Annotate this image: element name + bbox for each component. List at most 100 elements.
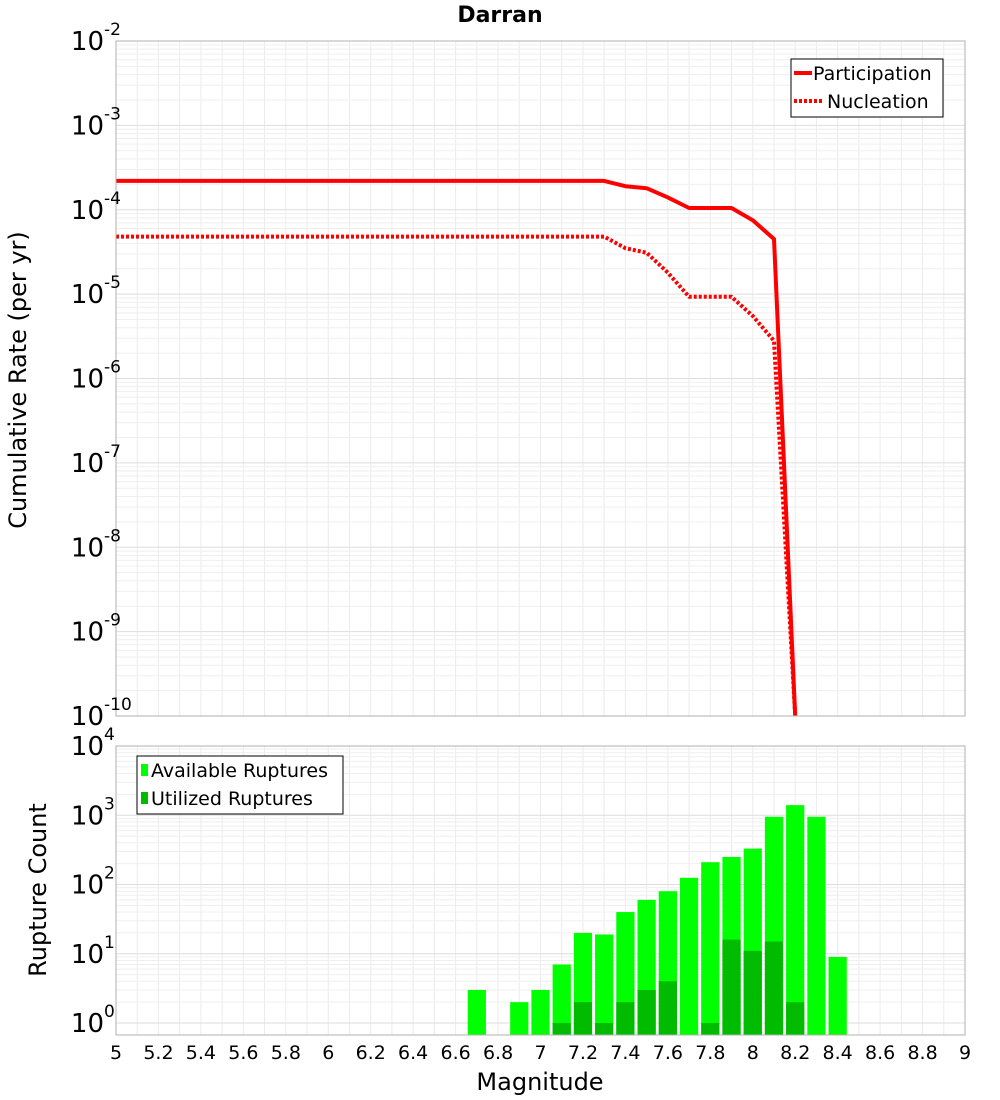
bar-available	[510, 1002, 529, 1035]
bar-utilized	[658, 981, 677, 1035]
x-tick-label: 6	[322, 1042, 334, 1064]
top-plot-border	[115, 40, 966, 717]
bottom-plot-border	[115, 745, 966, 1036]
legend-available-label: Available Ruptures	[151, 760, 328, 782]
top-y-axis-label: Cumulative Rate (per yr)	[4, 231, 32, 529]
x-tick-label: 7	[534, 1042, 546, 1064]
x-tick-label: 8.2	[780, 1042, 810, 1064]
y-tick-exponent: 2	[104, 864, 115, 884]
top-plot-gridlines	[115, 41, 966, 717]
x-tick-label: 7.2	[568, 1042, 598, 1064]
y-tick-base: 10	[71, 1009, 104, 1039]
top-legend-box	[790, 58, 944, 118]
bar-utilized	[786, 1002, 805, 1035]
bar-available	[531, 989, 550, 1035]
bar-utilized	[573, 1002, 593, 1035]
bar-available	[552, 964, 571, 1035]
bar-available	[786, 805, 805, 1035]
top-legend: Participation Nucleation	[790, 58, 944, 118]
x-axis-label: Magnitude	[476, 1068, 603, 1096]
series-line-nucleation	[116, 234, 798, 717]
y-tick-exponent: 0	[104, 1002, 115, 1022]
bar-available	[679, 877, 699, 1035]
top-y-tick-labels: 10-210-310-410-510-610-710-810-910-10	[71, 20, 132, 732]
y-tick-exponent: -2	[104, 20, 121, 40]
y-tick-exponent: -7	[104, 442, 121, 462]
x-tick-label: 8.4	[823, 1042, 853, 1064]
x-tick-label: 6.4	[398, 1042, 428, 1064]
y-tick-exponent: -4	[104, 189, 121, 209]
bar-utilized	[743, 950, 762, 1035]
x-tick-label: 9	[959, 1042, 971, 1064]
bar-available	[701, 862, 720, 1035]
chart-title: Darran	[457, 3, 542, 28]
top-y-tick: 10 -10	[71, 695, 132, 732]
y-tick-base: 10	[71, 618, 104, 648]
x-tick-label: 5.2	[143, 1042, 173, 1064]
top-y-tick: 10 -2	[71, 20, 121, 57]
legend-utilized-label: Utilized Ruptures	[151, 788, 313, 810]
y-tick-exponent: 1	[104, 933, 115, 953]
bottom-y-tick: 10 4	[71, 725, 115, 762]
x-tick-label: 8	[747, 1042, 759, 1064]
bottom-legend: Available Ruptures Utilized Ruptures	[136, 755, 344, 815]
legend-available-swatch	[141, 764, 148, 776]
y-tick-exponent: -8	[104, 526, 121, 546]
y-tick-base: 10	[71, 27, 104, 57]
bar-utilized	[637, 989, 656, 1035]
x-tick-label: 6.8	[483, 1042, 513, 1064]
y-tick-base: 10	[71, 365, 104, 395]
bar-utilized	[701, 1023, 720, 1035]
x-tick-label: 5	[110, 1042, 122, 1064]
y-tick-base: 10	[71, 801, 104, 831]
x-tick-label: 6.2	[356, 1042, 386, 1064]
cumulative-rate-lines	[116, 178, 798, 717]
top-y-tick: 10 -7	[71, 442, 121, 479]
y-tick-exponent: -9	[104, 611, 121, 631]
x-tick-label: 8.8	[907, 1042, 937, 1064]
x-tick-label: 5.4	[186, 1042, 216, 1064]
y-tick-exponent: 4	[104, 725, 115, 745]
bottom-y-tick: 10 2	[71, 864, 115, 901]
x-tick-label: 7.4	[610, 1042, 640, 1064]
rupture-count-bars	[467, 805, 847, 1035]
bottom-legend-box	[136, 755, 344, 815]
bar-available	[828, 956, 847, 1035]
x-tick-labels: 5 5.2 5.4 5.6 5.8 6 6.2 6.4 6.6 6.8 7 7.2 7.4 7.6 7.8 8…	[110, 1042, 971, 1064]
y-tick-base: 10	[71, 449, 104, 479]
y-tick-base: 10	[71, 940, 104, 970]
y-tick-exponent: -6	[104, 358, 121, 378]
bar-utilized	[552, 1023, 571, 1035]
x-tick-label: 5.8	[271, 1042, 301, 1064]
series-line-participation	[116, 178, 798, 717]
y-tick-base: 10	[71, 871, 104, 901]
y-tick-exponent: 3	[104, 794, 115, 814]
top-y-tick: 10 -4	[71, 189, 121, 226]
y-tick-base: 10	[71, 280, 104, 310]
top-y-tick: 10 -3	[71, 104, 121, 141]
x-tick-label: 8.6	[865, 1042, 895, 1064]
bottom-y-tick: 10 3	[71, 794, 115, 831]
top-y-tick: 10 -9	[71, 611, 121, 648]
legend-nucleation-label: Nucleation	[827, 91, 929, 113]
y-tick-base: 10	[71, 533, 104, 563]
bottom-y-tick: 10 1	[71, 933, 115, 970]
bottom-y-tick: 10 0	[71, 1002, 115, 1039]
y-tick-base: 10	[71, 196, 104, 226]
x-tick-label: 7.8	[695, 1042, 725, 1064]
top-y-tick: 10 -5	[71, 273, 121, 310]
y-tick-base: 10	[71, 111, 104, 141]
bottom-y-axis-label: Rupture Count	[24, 803, 52, 977]
bar-utilized	[764, 941, 784, 1035]
y-tick-exponent: -5	[104, 273, 121, 293]
y-tick-base: 10	[71, 732, 104, 762]
bar-available	[807, 816, 826, 1035]
y-tick-exponent: -3	[104, 104, 121, 124]
x-tick-label: 5.6	[228, 1042, 258, 1064]
legend-participation-label: Participation	[813, 63, 932, 85]
x-tick-label: 6.6	[440, 1042, 470, 1064]
bar-available	[595, 934, 614, 1035]
bar-utilized	[616, 1002, 635, 1035]
